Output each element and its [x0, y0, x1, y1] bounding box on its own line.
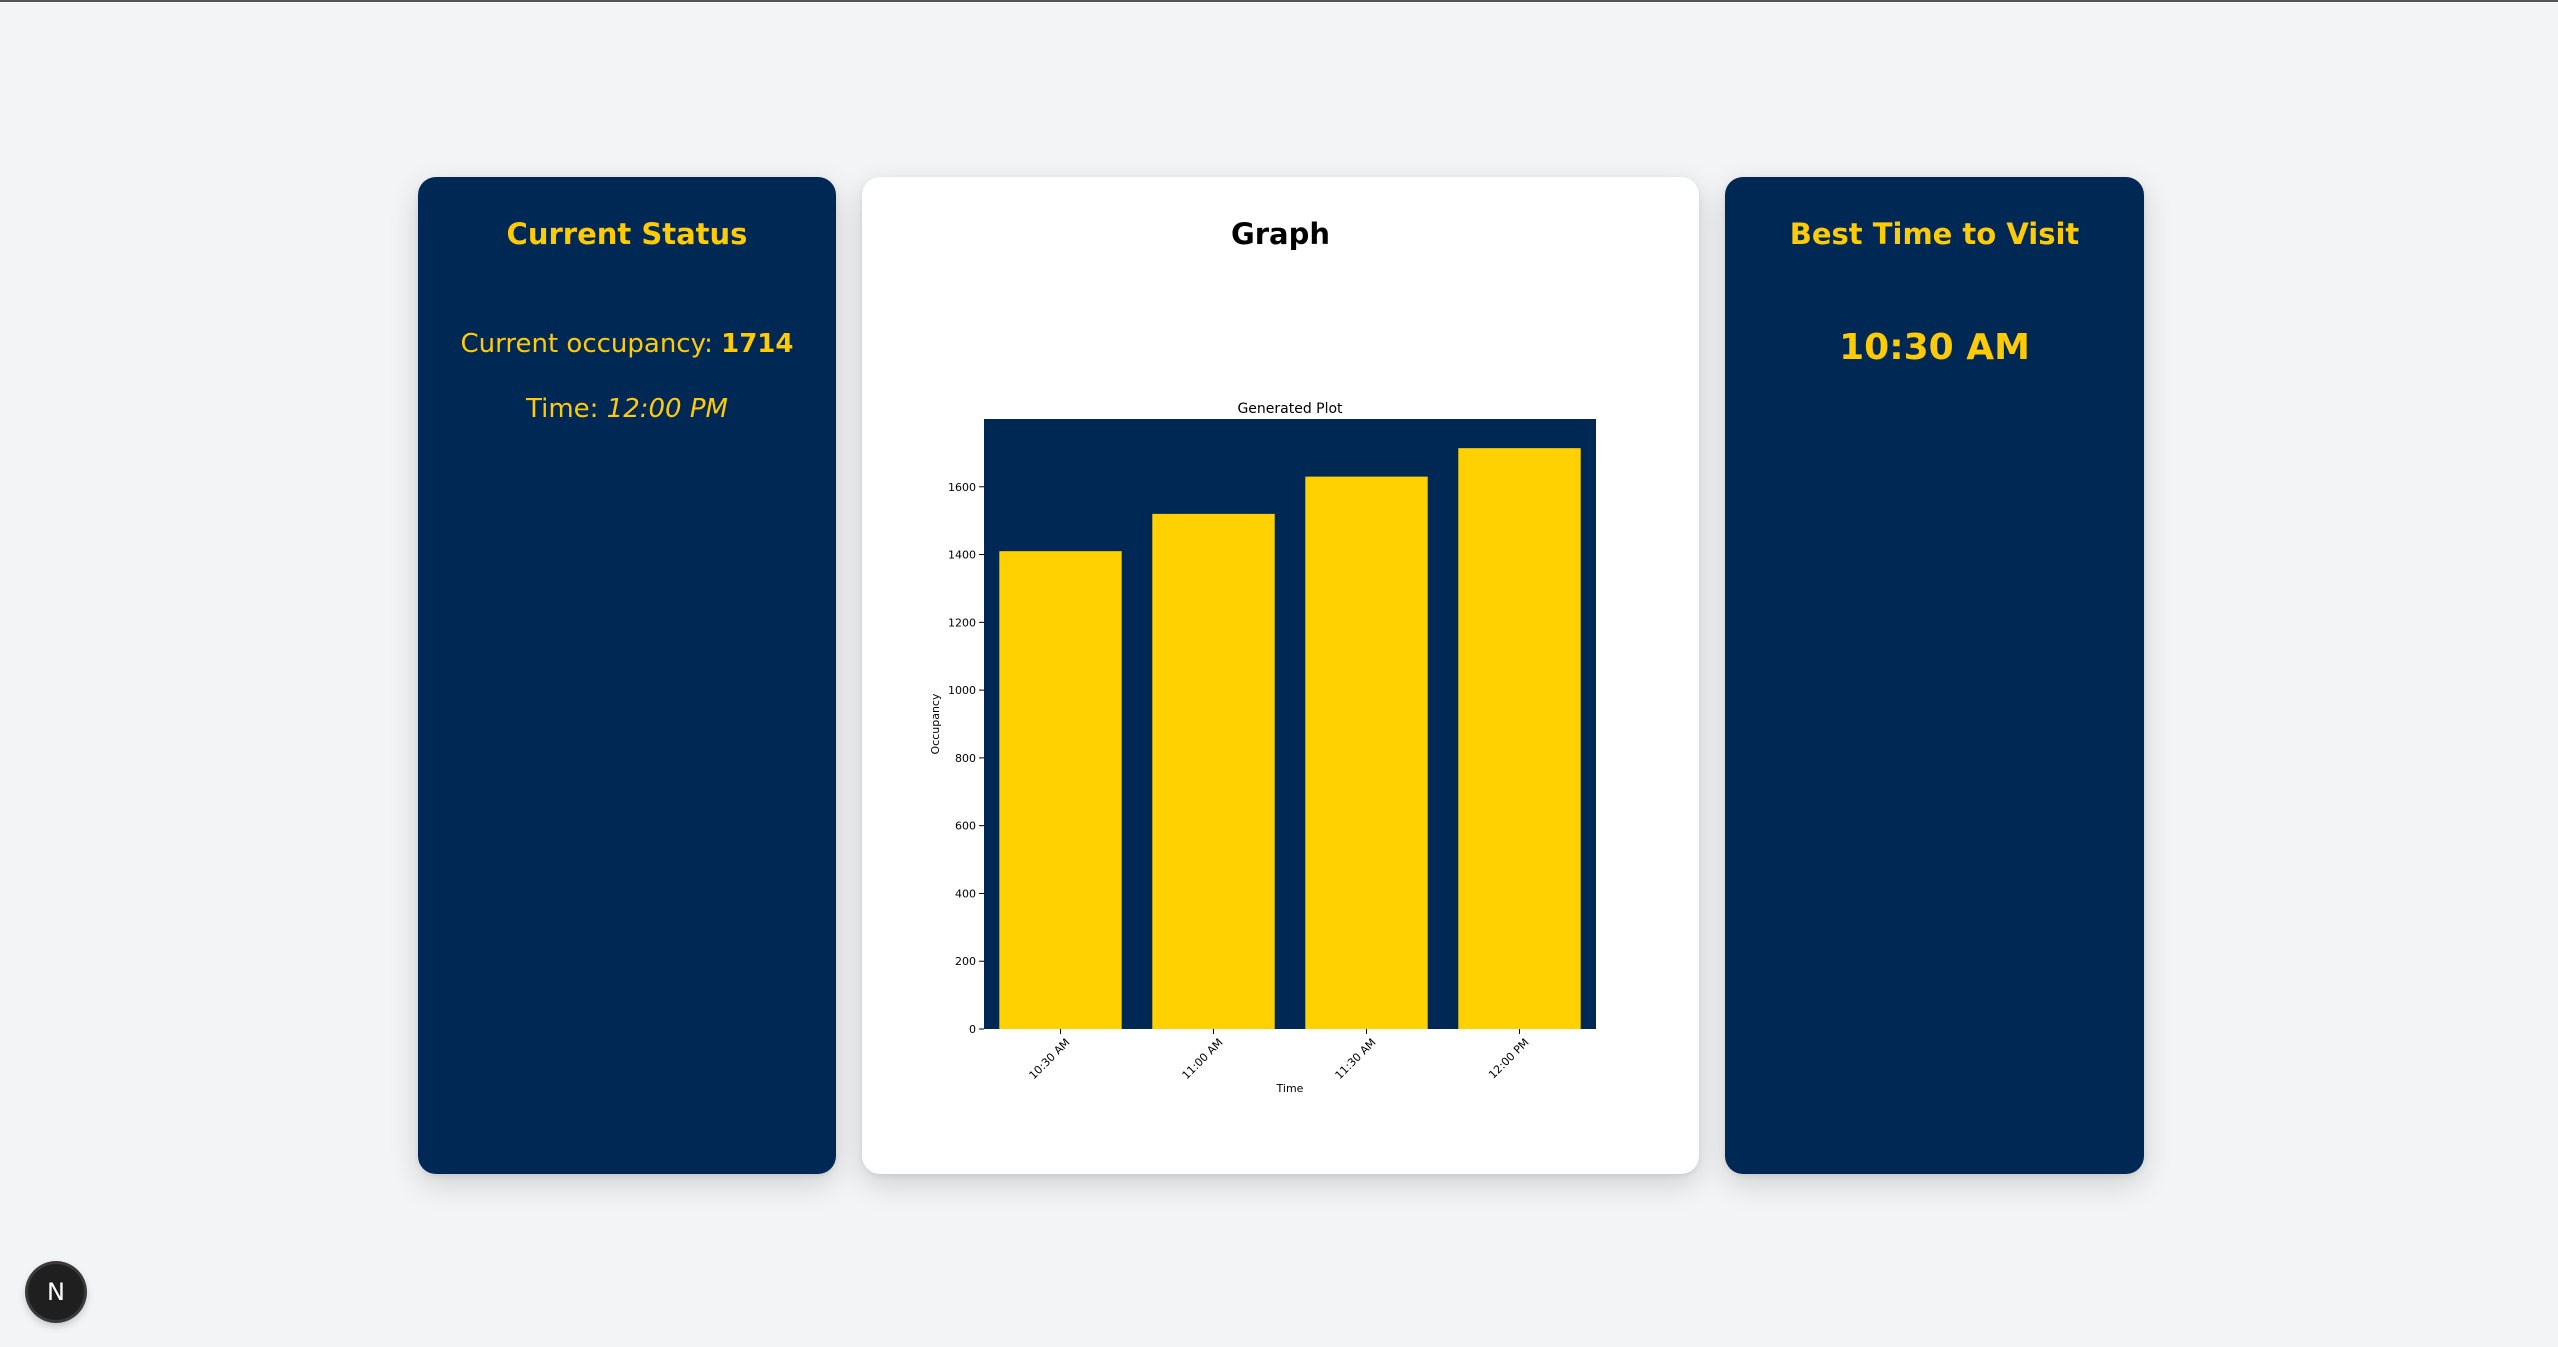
y-tick-label: 1000 [948, 684, 976, 697]
current-status-card: Current Status Current occupancy: 1714 T… [418, 177, 836, 1174]
y-tick-label: 0 [969, 1023, 976, 1036]
nextjs-logo-icon[interactable]: N [28, 1264, 84, 1320]
best-time-card: Best Time to Visit 10:30 AM [1725, 177, 2144, 1174]
x-tick-label: 10:30 AM [1027, 1036, 1073, 1082]
bar [1458, 448, 1581, 1030]
y-tick-label: 400 [955, 887, 976, 900]
bar [999, 551, 1122, 1029]
x-axis-label: Time [1276, 1082, 1304, 1095]
x-tick-label: 11:00 AM [1180, 1036, 1226, 1082]
best-time-title: Best Time to Visit [1789, 217, 2080, 251]
chart-title: Generated Plot [1237, 401, 1343, 417]
x-tick-label: 12:00 PM [1486, 1036, 1531, 1081]
y-axis: 0 200 400 600 800 1000 1200 1400 1600 [948, 481, 984, 1036]
current-occupancy-value: 1714 [721, 329, 794, 359]
current-time-line: Time: 12:00 PM [418, 394, 836, 424]
best-time-value: 10:30 AM [1839, 327, 2030, 368]
x-axis: 10:30 AM 11:00 AM 11:30 AM 12:00 PM [1027, 1029, 1532, 1082]
y-tick-label: 200 [955, 955, 976, 968]
current-time-label: Time: [526, 394, 607, 424]
graph-card: Graph Generated Plot 0 200 400 600 800 1000 12… [862, 177, 1699, 1174]
bar [1152, 513, 1275, 1029]
graph-title: Graph [1230, 217, 1331, 251]
y-tick-label: 1200 [948, 616, 976, 629]
y-tick-label: 1600 [948, 481, 976, 494]
bar [1305, 476, 1428, 1030]
current-time-value: 12:00 PM [606, 394, 728, 424]
bars [999, 448, 1581, 1030]
x-tick-label: 11:30 AM [1333, 1036, 1379, 1082]
top-border [0, 0, 2558, 2]
badge-glyph: N [47, 1278, 65, 1306]
y-tick-label: 1400 [948, 549, 976, 562]
y-tick-label: 800 [955, 752, 976, 765]
current-status-title: Current Status [506, 217, 748, 251]
occupancy-bar-chart: Generated Plot 0 200 400 600 800 1000 1200 1400… [929, 401, 1596, 1095]
current-occupancy-label: Current occupancy: [460, 329, 722, 359]
y-tick-label: 600 [955, 820, 976, 833]
current-occupancy-line: Current occupancy: 1714 [418, 329, 836, 359]
y-axis-label: Occupancy [929, 693, 942, 754]
